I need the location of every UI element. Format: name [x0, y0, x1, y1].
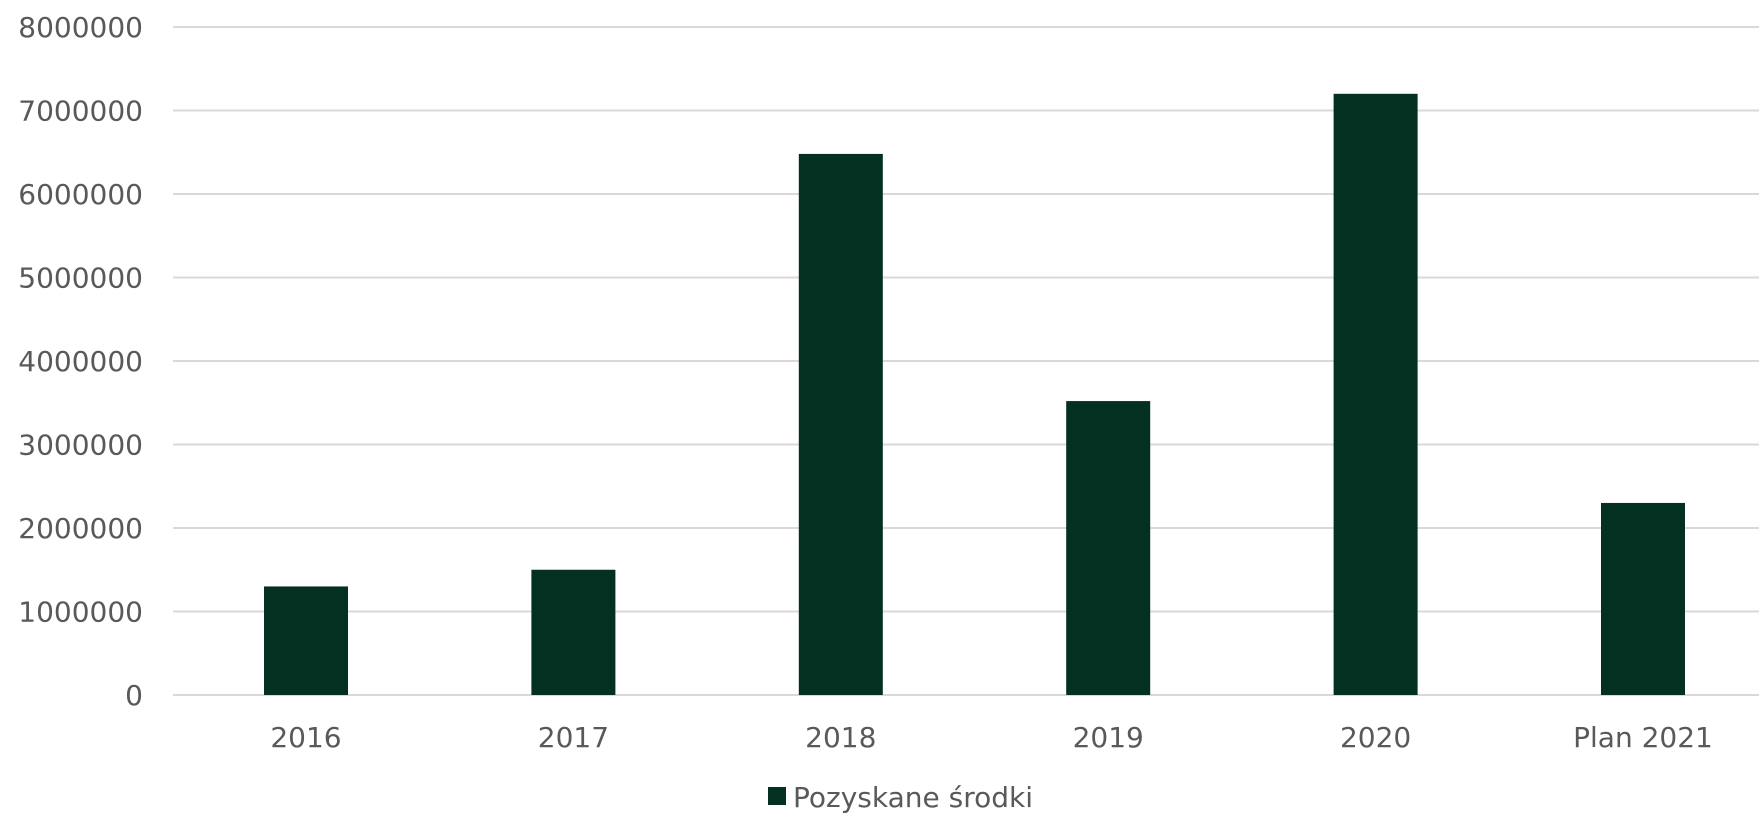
x-tick-label: Plan 2021	[1573, 721, 1713, 754]
bar-2016	[264, 586, 348, 695]
y-tick-label: 5000000	[18, 262, 143, 295]
legend-swatch	[768, 787, 786, 805]
y-tick-label: 4000000	[18, 345, 143, 378]
y-tick-label: 1000000	[18, 596, 143, 629]
x-tick-label: 2019	[1073, 721, 1144, 754]
bar-2017	[531, 569, 616, 695]
bar-2018	[798, 153, 883, 696]
y-tick-label: 0	[125, 679, 143, 712]
gridlines	[173, 26, 1759, 696]
x-tick-label: 2018	[805, 721, 876, 754]
y-axis-ticks: 0 1000000 2000000 3000000 4000000 5000000 6000…	[18, 11, 143, 712]
x-tick-label: 2016	[270, 721, 341, 754]
x-tick-label: 2017	[538, 721, 609, 754]
y-tick-label: 8000000	[18, 11, 143, 44]
x-axis-ticks: 2016 2017 2018 2019 2020 Plan 2021	[270, 721, 1713, 754]
bar-2019	[1066, 401, 1151, 695]
x-tick-label: 2020	[1340, 721, 1411, 754]
legend: Pozyskane środki	[768, 781, 1033, 814]
y-tick-label: 2000000	[18, 512, 143, 545]
legend-label: Pozyskane środki	[793, 781, 1033, 814]
bars	[264, 93, 1685, 696]
y-tick-label: 7000000	[18, 95, 143, 128]
bar-plan-2021	[1601, 502, 1685, 695]
y-tick-label: 6000000	[18, 178, 143, 211]
y-tick-label: 3000000	[18, 429, 143, 462]
bar-2020	[1333, 93, 1418, 696]
